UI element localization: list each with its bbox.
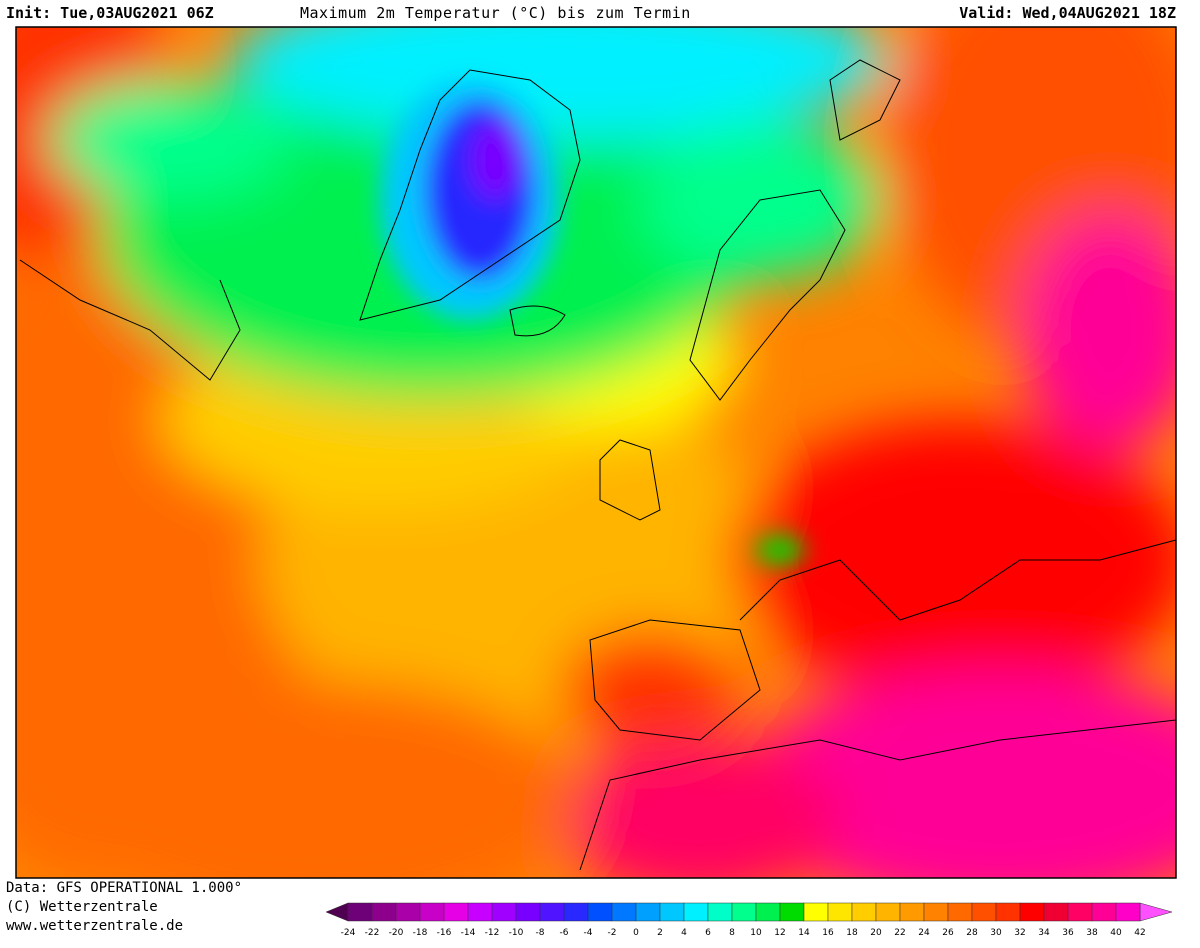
legend-label: -4 (584, 928, 593, 938)
legend-swatch (587, 902, 613, 922)
legend-swatch (875, 902, 901, 922)
legend-label: 2 (657, 928, 663, 938)
legend-swatch (731, 902, 757, 922)
legend-label: 34 (1038, 928, 1050, 938)
legend-swatch (419, 902, 445, 922)
legend-label: 16 (822, 928, 834, 938)
legend-label: 4 (681, 928, 687, 938)
temperature-field (16, 27, 1176, 878)
legend-swatch (803, 902, 829, 922)
map-frame (15, 26, 1177, 879)
legend-label: 36 (1062, 928, 1074, 938)
map-title: Maximum 2m Temperatur (°C) bis zum Termi… (300, 4, 691, 22)
legend-swatch (899, 902, 925, 922)
color-legend: -24 -22 -20 -18 -16 -14 -12 -10 -8 -6 -4 -2 0 2 4 6 8 10 1… (325, 902, 1173, 938)
legend-swatch (491, 902, 517, 922)
legend-label: 30 (990, 928, 1002, 938)
legend-swatch (1067, 902, 1093, 922)
legend-label: 22 (894, 928, 905, 938)
legend-label: 40 (1110, 928, 1122, 938)
legend-swatch (827, 902, 853, 922)
legend-swatch (1091, 902, 1117, 922)
legend-label: 14 (798, 928, 810, 938)
coastlines (19, 59, 1176, 871)
legend-swatch (443, 902, 469, 922)
legend-swatch (971, 902, 997, 922)
legend-label: -10 (509, 928, 524, 938)
legend-label: 0 (633, 928, 639, 938)
legend-swatch (371, 902, 397, 922)
legend-label: 42 (1134, 928, 1145, 938)
legend-label: 8 (729, 928, 735, 938)
legend-swatch (779, 902, 805, 922)
legend-swatch (395, 902, 421, 922)
footer-line: Data: GFS OPERATIONAL 1.000° (6, 880, 243, 896)
valid-time: Valid: Wed,04AUG2021 18Z (959, 4, 1176, 22)
legend-label: -22 (365, 928, 380, 938)
legend-label: 32 (1014, 928, 1025, 938)
legend-swatch (659, 902, 685, 922)
legend-high-arrow (1139, 902, 1173, 922)
legend-label: -12 (485, 928, 500, 938)
legend-label: -14 (461, 928, 476, 938)
legend-label: 20 (870, 928, 882, 938)
legend-swatch (539, 902, 565, 922)
legend-label: -16 (437, 928, 452, 938)
legend-label: -24 (341, 928, 356, 938)
legend-label: -20 (389, 928, 404, 938)
legend-low-arrow (325, 902, 349, 922)
legend-swatch (683, 902, 709, 922)
legend-label: 38 (1086, 928, 1098, 938)
legend-swatch (947, 902, 973, 922)
init-time: Init: Tue,03AUG2021 06Z (6, 4, 214, 22)
legend-swatch (467, 902, 493, 922)
legend-label: 12 (774, 928, 785, 938)
legend-swatch (755, 902, 781, 922)
legend-label: 26 (942, 928, 954, 938)
legend-swatch (563, 902, 589, 922)
legend-label: 18 (846, 928, 858, 938)
legend-swatch (923, 902, 949, 922)
legend-swatch (611, 902, 637, 922)
legend-label: 24 (918, 928, 930, 938)
legend-swatch (851, 902, 877, 922)
legend-label: -8 (536, 928, 545, 938)
legend-swatch (515, 902, 541, 922)
legend-swatch (347, 902, 373, 922)
legend-label: -6 (560, 928, 569, 938)
legend-swatch (707, 902, 733, 922)
legend-label: -2 (608, 928, 617, 938)
legend-label: 28 (966, 928, 978, 938)
legend-label: 6 (705, 928, 711, 938)
legend-swatch (1115, 902, 1141, 922)
legend-swatch (1043, 902, 1069, 922)
footer-line: (C) Wetterzentrale (6, 899, 158, 915)
legend-swatch (1019, 902, 1045, 922)
legend-swatch (995, 902, 1021, 922)
legend-swatch (635, 902, 661, 922)
legend-label: -18 (413, 928, 428, 938)
legend-label: 10 (750, 928, 762, 938)
footer-line: www.wetterzentrale.de (6, 918, 184, 934)
